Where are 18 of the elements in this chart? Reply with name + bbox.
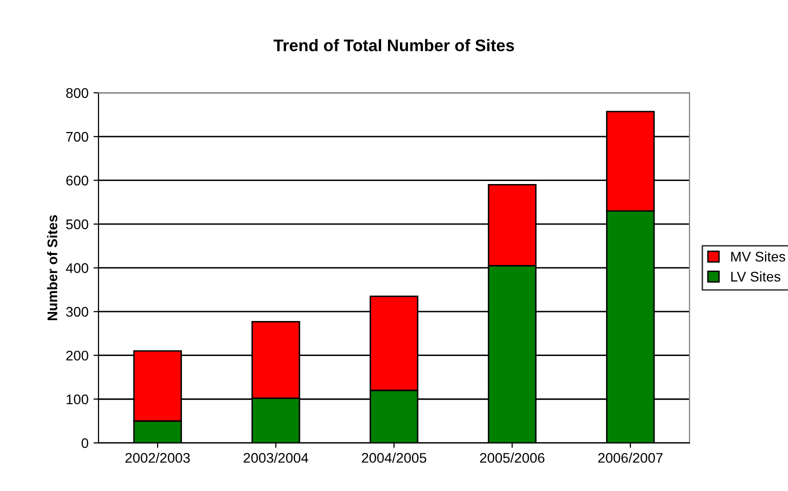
y-tick-label: 700 <box>66 132 88 142</box>
x-tick-label: 2002/2003 <box>125 452 190 463</box>
y-tick-label: 600 <box>66 176 88 186</box>
y-tick-label: 0 <box>82 438 88 448</box>
x-tick-label: 2006/2007 <box>598 452 663 463</box>
y-tick-label: 100 <box>66 394 88 404</box>
x-tick-label: 2003/2004 <box>244 452 308 463</box>
chart-title: Trend of Total Number of Sites <box>274 39 514 52</box>
y-tick-label: 500 <box>66 219 88 230</box>
legend-label: LV Sites <box>731 271 780 282</box>
y-tick-label: 800 <box>66 88 88 98</box>
x-tick-label: 2005/2006 <box>480 452 544 463</box>
y-tick-label: 200 <box>66 350 88 361</box>
x-tick-label: 2004/2005 <box>362 452 426 463</box>
y-tick-label: 300 <box>66 306 88 317</box>
legend-label: MV Sites <box>731 251 786 262</box>
y-axis-title: Number of Sites <box>47 215 58 320</box>
y-tick-label: 400 <box>66 263 88 274</box>
